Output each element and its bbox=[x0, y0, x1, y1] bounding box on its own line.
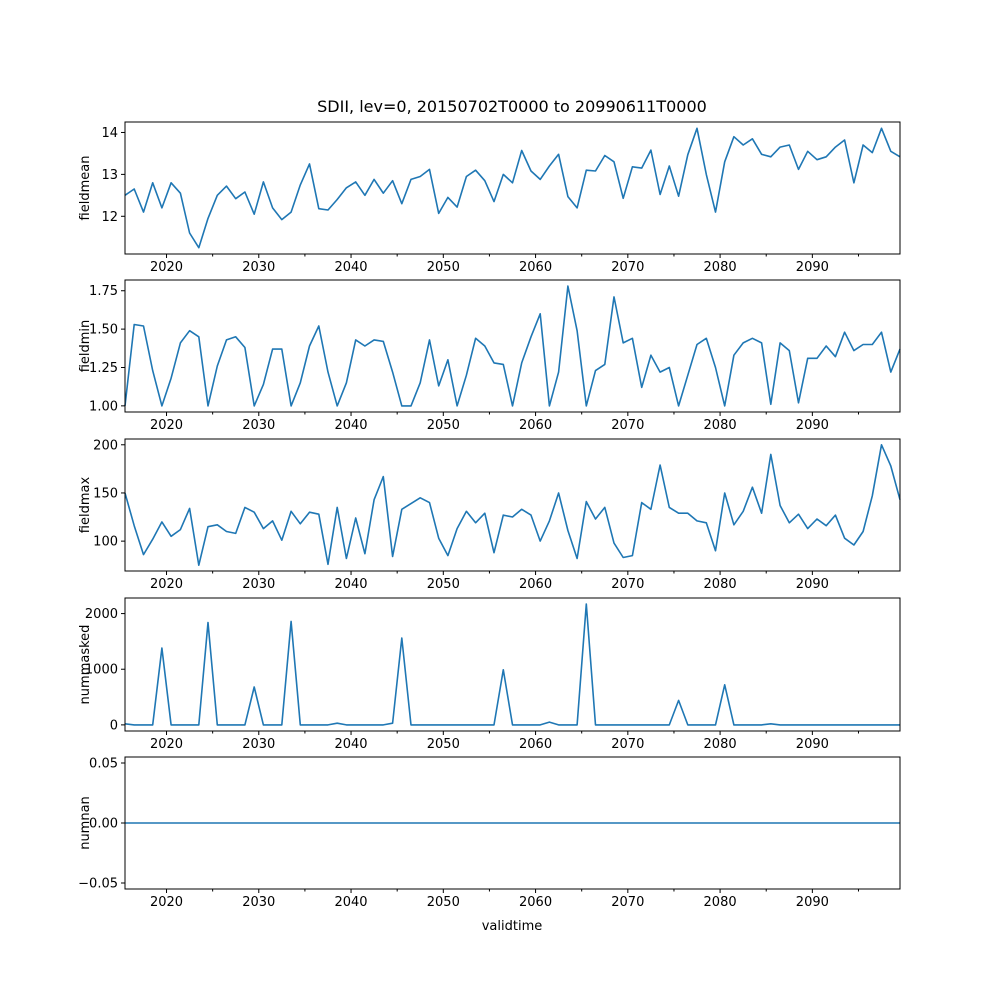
x-tick-label: 2040 bbox=[334, 418, 367, 433]
x-tick-label: 2060 bbox=[519, 418, 552, 433]
x-tick-label: 2060 bbox=[519, 895, 552, 910]
axes-frame-fieldmean bbox=[124, 121, 901, 255]
chart-title: SDII, lev=0, 20150702T0000 to 20990611T0… bbox=[317, 97, 707, 116]
y-tick-label: 1.00 bbox=[89, 399, 118, 414]
y-tick-label: 0.00 bbox=[89, 817, 118, 832]
y-tick-label: 150 bbox=[93, 486, 118, 501]
y-axis-label-fieldmean: fieldmean bbox=[78, 156, 93, 221]
series-line-fieldmin bbox=[124, 285, 901, 407]
y-tick-label: 1.50 bbox=[89, 323, 118, 338]
x-tick-label: 2090 bbox=[796, 895, 829, 910]
x-tick-label: 2080 bbox=[704, 577, 737, 592]
series-line-fieldmax bbox=[124, 443, 901, 567]
x-tick-label: 2080 bbox=[704, 737, 737, 752]
series-line-nummasked bbox=[124, 603, 900, 726]
y-tick-label: 1000 bbox=[85, 663, 118, 678]
y-tick-label: 0 bbox=[110, 718, 118, 733]
x-tick-label: 2030 bbox=[242, 260, 275, 275]
x-tick-label: 2040 bbox=[334, 737, 367, 752]
y-axis-label-nummasked: nummasked bbox=[78, 625, 93, 705]
y-tick-label: 13 bbox=[101, 168, 118, 183]
panel-fieldmin: 1.00 1.25 1.50 1.75 fieldmin 2020 2030 2040 2050… bbox=[78, 279, 901, 433]
y-axis-label-fieldmin: fieldmin bbox=[78, 320, 93, 373]
y-tick-label: −0.05 bbox=[78, 877, 118, 892]
x-tick-label: 2030 bbox=[242, 737, 275, 752]
panel-fieldmax: 100 150 200 fieldmax 2020 2030 2040 2050 2060 207… bbox=[78, 438, 901, 592]
x-axis-label: validtime bbox=[482, 919, 543, 934]
x-tick-label: 2070 bbox=[611, 418, 644, 433]
panel-numnan: −0.05 0.00 0.05 numnan 2020 2030 2040 2050 2060 2… bbox=[78, 756, 901, 910]
x-tick-label: 2090 bbox=[796, 418, 829, 433]
y-axis-label-numnan: numnan bbox=[78, 796, 93, 850]
x-tick-label: 2060 bbox=[519, 737, 552, 752]
axes-frame-fieldmin bbox=[124, 279, 901, 413]
x-tick-label: 2040 bbox=[334, 895, 367, 910]
y-tick-label: 0.05 bbox=[89, 757, 118, 772]
x-tick-label: 2060 bbox=[519, 577, 552, 592]
y-tick-label: 1.25 bbox=[89, 361, 118, 376]
x-tick-label: 2060 bbox=[519, 260, 552, 275]
axes-frame-nummasked bbox=[124, 597, 901, 732]
y-tick-label: 14 bbox=[101, 126, 118, 141]
x-tick-label: 2020 bbox=[150, 577, 183, 592]
x-tick-label: 2080 bbox=[704, 418, 737, 433]
x-tick-label: 2090 bbox=[796, 260, 829, 275]
x-tick-label: 2050 bbox=[427, 737, 460, 752]
x-tick-label: 2050 bbox=[427, 577, 460, 592]
y-tick-label: 12 bbox=[101, 210, 118, 225]
x-tick-label: 2020 bbox=[150, 418, 183, 433]
x-tick-label: 2030 bbox=[242, 895, 275, 910]
x-tick-label: 2050 bbox=[427, 895, 460, 910]
x-tick-label: 2040 bbox=[334, 577, 367, 592]
panel-nummasked: 0 1000 2000 nummasked 2020 2030 2040 2050 2060 20… bbox=[78, 597, 901, 752]
y-tick-label: 2000 bbox=[85, 607, 118, 622]
x-tick-label: 2070 bbox=[611, 895, 644, 910]
axes-frame-fieldmax bbox=[124, 438, 901, 572]
y-tick-label: 200 bbox=[93, 438, 118, 453]
x-tick-label: 2080 bbox=[704, 260, 737, 275]
x-tick-label: 2030 bbox=[242, 577, 275, 592]
x-tick-label: 2050 bbox=[427, 260, 460, 275]
y-tick-label: 100 bbox=[93, 535, 118, 550]
x-tick-label: 2040 bbox=[334, 260, 367, 275]
x-tick-label: 2070 bbox=[611, 577, 644, 592]
x-tick-label: 2050 bbox=[427, 418, 460, 433]
x-tick-label: 2090 bbox=[796, 577, 829, 592]
panel-fieldmean: 12 13 14 fieldmean 2020 2030 2040 2050 2060 2070 2… bbox=[78, 121, 901, 275]
x-tick-label: 2020 bbox=[150, 737, 183, 752]
series-line-fieldmean bbox=[124, 127, 901, 249]
y-axis-label-fieldmax: fieldmax bbox=[78, 477, 93, 534]
x-tick-label: 2020 bbox=[150, 260, 183, 275]
x-tick-label: 2090 bbox=[796, 737, 829, 752]
x-tick-label: 2030 bbox=[242, 418, 275, 433]
x-tick-label: 2070 bbox=[611, 260, 644, 275]
y-tick-label: 1.75 bbox=[89, 284, 118, 299]
x-tick-label: 2020 bbox=[150, 895, 183, 910]
x-tick-label: 2070 bbox=[611, 737, 644, 752]
x-tick-label: 2080 bbox=[704, 895, 737, 910]
